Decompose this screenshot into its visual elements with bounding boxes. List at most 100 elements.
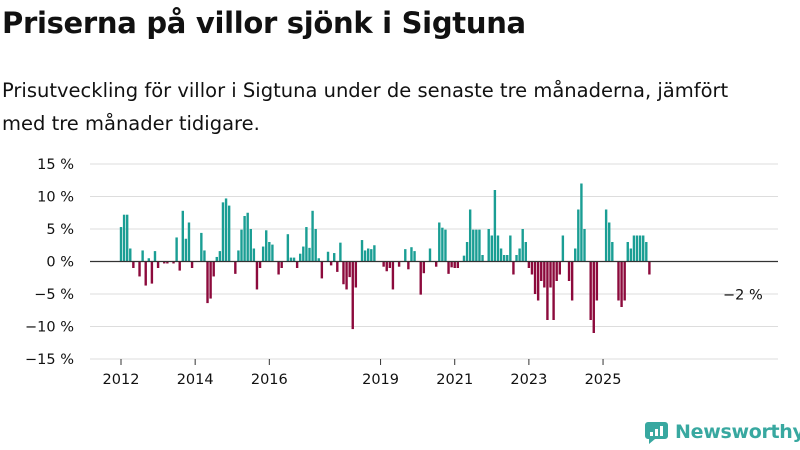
bar [277, 261, 280, 275]
bar [632, 235, 636, 262]
bar [468, 209, 472, 262]
bar [363, 250, 367, 262]
bar [472, 229, 475, 262]
bar [286, 234, 290, 262]
bar [172, 261, 175, 264]
bar [478, 229, 481, 262]
bar [243, 216, 246, 262]
bar [530, 261, 534, 275]
bar [648, 261, 651, 275]
bar [608, 222, 611, 262]
subtitle-line-2: med tre månader tidigare. [2, 112, 260, 135]
bar [203, 250, 206, 262]
y-tick-label: 15 % [37, 157, 74, 173]
bar [122, 214, 126, 262]
bar [481, 255, 484, 262]
bar [311, 210, 314, 262]
bar [234, 261, 237, 274]
bar [623, 261, 626, 301]
bar [317, 258, 320, 262]
bar [540, 261, 543, 281]
bar [119, 227, 123, 262]
bar [215, 256, 218, 262]
bar [638, 235, 642, 262]
bar [141, 250, 144, 262]
brand-name: Newsworthy [675, 420, 800, 443]
bar [620, 261, 623, 307]
newsworthy-logo-icon [645, 422, 668, 444]
bar [212, 261, 215, 277]
bar [533, 261, 537, 294]
bar [181, 210, 184, 262]
bar [428, 248, 432, 262]
bar [129, 248, 132, 262]
bar [252, 248, 256, 262]
bar [271, 244, 274, 262]
bar [320, 261, 324, 279]
bar [450, 261, 453, 268]
bar [642, 235, 645, 262]
bar [546, 261, 549, 320]
bar [407, 261, 410, 270]
y-tick-label: −5 % [34, 287, 74, 303]
bar [125, 214, 129, 262]
bar [555, 261, 558, 281]
bar [354, 261, 358, 288]
bar [206, 261, 209, 304]
bar [549, 261, 552, 288]
bar [604, 209, 608, 262]
bar [184, 238, 188, 262]
bar [147, 258, 151, 262]
bar [499, 248, 503, 262]
bar [626, 242, 629, 262]
bar [617, 261, 620, 301]
bar [367, 248, 370, 262]
chart-subtitle: Prisutveckling för villor i Sigtuna unde… [2, 74, 800, 140]
bar [166, 261, 169, 264]
bar [132, 261, 135, 268]
bar [391, 261, 395, 290]
bar [305, 227, 308, 262]
bar [595, 261, 599, 301]
chart-title: Priserna på villor sjönk i Sigtuna [2, 6, 526, 40]
bar [289, 257, 293, 262]
bar [496, 235, 500, 262]
bar [209, 261, 212, 299]
x-tick-label: 2012 [103, 372, 140, 388]
x-tick-label: 2016 [251, 372, 288, 388]
bar [138, 261, 141, 277]
bar [611, 242, 614, 262]
bar [370, 249, 373, 262]
bar [292, 257, 296, 262]
bar [373, 245, 376, 262]
bar [434, 261, 438, 267]
bar [345, 261, 348, 290]
bar [360, 240, 364, 262]
bar [506, 255, 509, 262]
bar [561, 235, 565, 262]
bar [268, 242, 271, 262]
bar [493, 190, 497, 262]
bar [543, 261, 546, 288]
bar [453, 261, 456, 268]
bar [629, 248, 633, 262]
bar [515, 255, 518, 262]
bar [465, 242, 469, 262]
bar [527, 261, 531, 268]
bar [144, 261, 147, 286]
bar [295, 261, 299, 268]
subtitle-line-1: Prisutveckling för villor i Sigtuna unde… [2, 79, 729, 102]
bar [410, 247, 413, 262]
x-tick-label: 2025 [585, 372, 622, 388]
bar [447, 261, 450, 274]
bar [190, 261, 194, 268]
x-tick-label: 2014 [177, 372, 214, 388]
bar [521, 229, 524, 262]
bar [419, 261, 422, 295]
brand-footer: Newsworthy [644, 419, 800, 444]
bar [200, 232, 203, 262]
bar [329, 261, 333, 266]
bar [302, 246, 305, 262]
bar [227, 205, 231, 262]
bar [456, 261, 460, 268]
